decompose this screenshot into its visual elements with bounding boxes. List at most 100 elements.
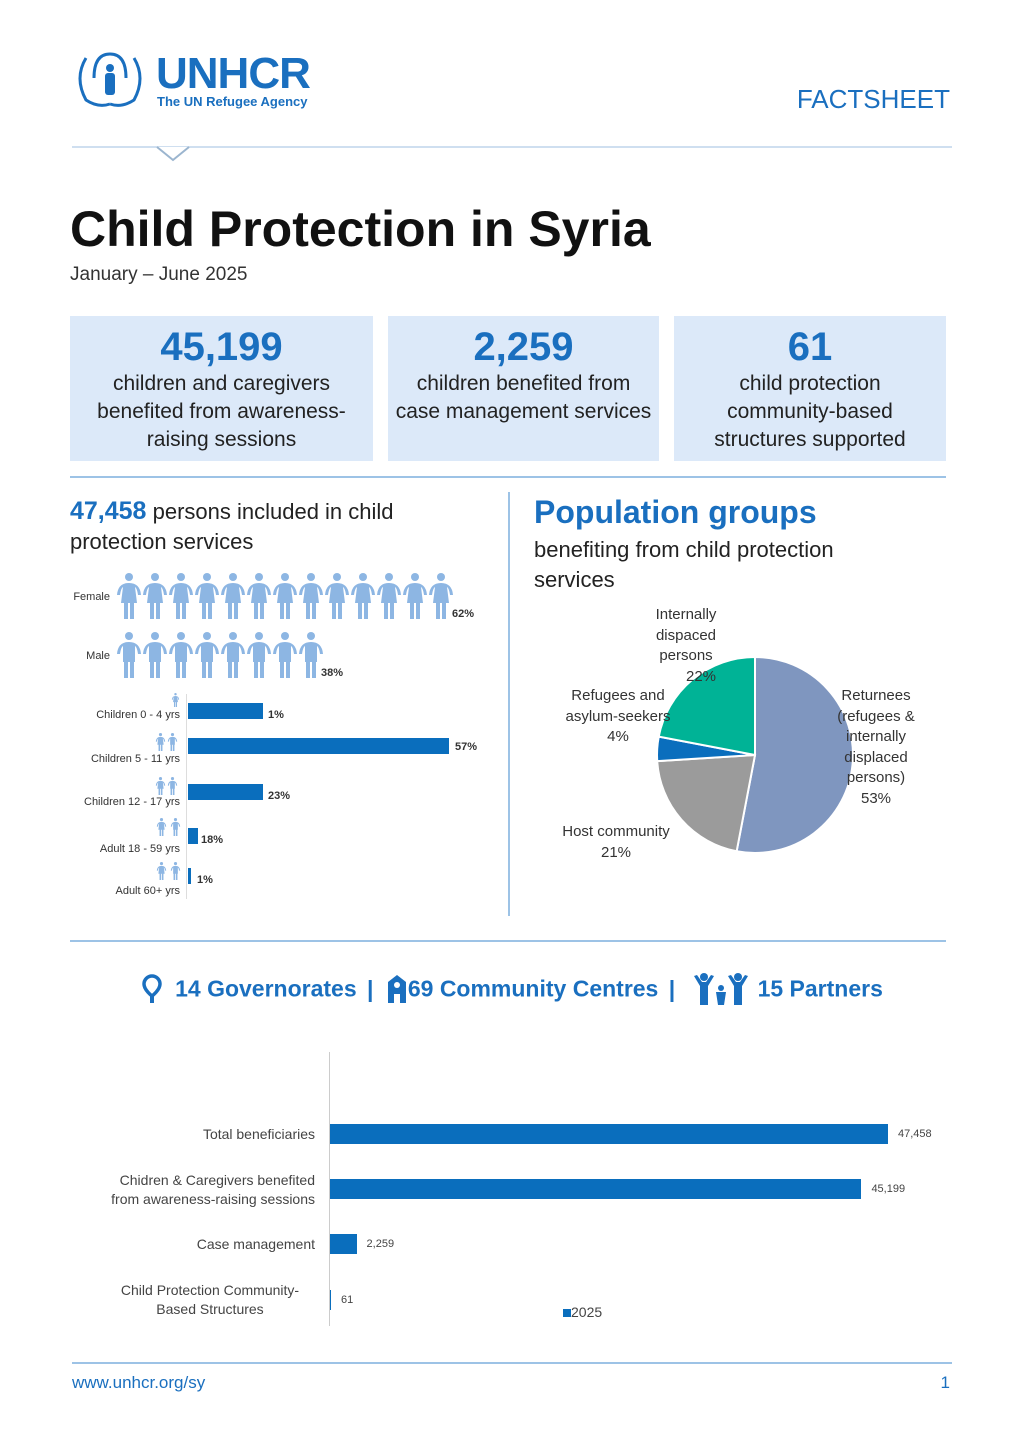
female-person-icon (299, 573, 323, 619)
female-person-icon (247, 573, 271, 619)
kpi-desc: children benefited from case management … (395, 372, 652, 423)
female-person-icon (156, 818, 167, 836)
community-centre-icon (387, 975, 406, 1003)
page-number: 1 (940, 1373, 950, 1392)
male-icons (116, 632, 324, 678)
age-label: Children 5 - 11 yrs (90, 753, 180, 765)
female-person-icon (156, 862, 167, 880)
gender-label-male: Male (86, 650, 110, 662)
bar-value-label: 2,259 (366, 1238, 395, 1250)
pie-label-returnees: Returnees (refugees & internally displac… (826, 686, 926, 809)
age-axis (186, 694, 187, 899)
section-divider (70, 940, 946, 942)
bar-category-label: Case management (196, 1236, 315, 1252)
page-title: Child Protection in Syria (70, 201, 651, 257)
kpi-value: 45,199 (160, 325, 283, 369)
kpi-value: 61 (787, 325, 833, 369)
pie-slice (735, 655, 854, 854)
female-person-icon (155, 733, 166, 751)
kpi-card-case-management: 2,259 children benefited from case manag… (388, 316, 659, 461)
age-group-icon (155, 733, 178, 751)
age-bar (188, 703, 263, 719)
age-pct: 23% (268, 790, 291, 802)
stat-partners: 15 Partners (757, 975, 883, 1002)
partners-icon (693, 973, 748, 1005)
unhcr-emblem-icon (78, 52, 142, 107)
population-pie-chart (656, 655, 854, 854)
pie-label-pct: 4% (607, 728, 629, 745)
age-label: Adult 60+ yrs (115, 885, 180, 897)
pie-label-pct: 53% (860, 789, 892, 807)
stat-separator: | (668, 975, 676, 1002)
age-label: Adult 18 - 59 yrs (99, 843, 180, 855)
gender-pct-female: 62% (452, 608, 475, 620)
persons-text: persons included in child protection ser… (70, 499, 394, 554)
male-person-icon (299, 632, 323, 678)
pie-label-refugees: Refugees and asylum-seekers 4% (553, 686, 683, 748)
male-person-icon (167, 733, 178, 751)
pie-label-text: Host community (562, 823, 670, 840)
male-person-icon (170, 862, 181, 880)
female-person-icon (429, 573, 453, 619)
logo-name: UNHCR (156, 49, 311, 98)
female-person-icon (403, 573, 427, 619)
period: January – June 2025 (70, 264, 248, 285)
male-person-icon (247, 632, 271, 678)
doc-type: FACTSHEET (796, 84, 950, 114)
population-title: Population groups (534, 494, 817, 530)
bar-value-label: 61 (341, 1294, 354, 1306)
pie-label-pct: 21% (600, 843, 632, 861)
female-person-icon (117, 573, 141, 619)
legend-label: 2025 (571, 1304, 603, 1320)
pie-label-text: Internally dispaced persons (655, 606, 717, 664)
age-group-icon (155, 777, 178, 795)
chevron-down-icon (156, 146, 190, 162)
chart-legend: 2025 (563, 1304, 602, 1320)
pie-label-pct: 22% (685, 667, 717, 685)
male-person-icon (169, 632, 193, 678)
age-pct: 57% (455, 741, 478, 753)
bar-category-label: Child Protection Community-Based Structu… (120, 1282, 300, 1317)
male-person-icon (273, 632, 297, 678)
male-person-icon (170, 818, 181, 836)
age-pct: 18% (201, 834, 224, 846)
age-group-icon (155, 862, 182, 880)
male-person-icon (195, 632, 219, 678)
kpi-desc: children and caregivers benefited from a… (97, 372, 346, 451)
pie-label-text: Refugees and asylum-seekers (565, 687, 671, 725)
female-person-icon (195, 573, 219, 619)
footer-url[interactable]: www.unhcr.org/sy (72, 1373, 206, 1392)
pie-label-idp: Internally dispaced persons 22% (636, 605, 736, 687)
age-pct: 1% (268, 709, 284, 721)
age-label: Children 0 - 4 yrs (96, 709, 180, 721)
gender-pct-male: 38% (321, 667, 344, 679)
male-person-icon (117, 632, 141, 678)
female-person-icon (171, 693, 180, 707)
bar-value-label: 47,458 (898, 1128, 932, 1140)
female-person-icon (273, 573, 297, 619)
logo-tagline: The UN Refugee Agency (157, 94, 308, 109)
column-divider (508, 492, 510, 916)
bar (330, 1124, 888, 1144)
pie-slice (656, 753, 757, 853)
kpi-desc: child protection community-based structu… (714, 372, 906, 451)
age-bar (188, 738, 449, 754)
map-pin-icon (142, 974, 162, 1003)
age-label: Children 12 - 17 yrs (84, 796, 180, 808)
age-bar (188, 828, 198, 844)
bar (330, 1290, 331, 1310)
bar-chart-axis (329, 1052, 330, 1326)
female-person-icon (221, 573, 245, 619)
age-pct: 1% (197, 874, 213, 886)
age-group-icon (155, 818, 182, 836)
bar-category-label: Chidren & Caregivers benefited from awar… (111, 1172, 315, 1207)
age-group-icon (170, 693, 181, 707)
stat-separator: | (367, 975, 374, 1002)
footer-divider (72, 1362, 952, 1364)
stats-strip: 14 Governorates | 69 Community Centres |… (0, 972, 1024, 1006)
female-person-icon (143, 573, 167, 619)
kpi-value: 2,259 (473, 325, 574, 369)
stat-governorates: 14 Governorates (175, 975, 357, 1002)
female-person-icon (155, 777, 166, 795)
male-person-icon (143, 632, 167, 678)
